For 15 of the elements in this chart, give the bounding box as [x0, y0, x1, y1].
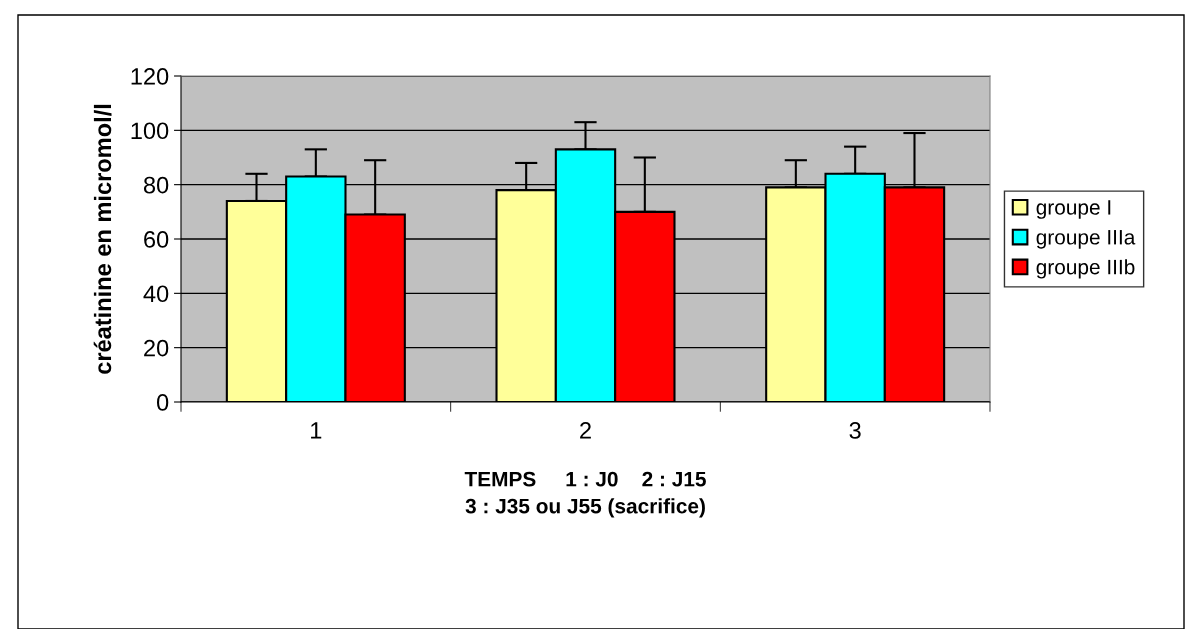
y-tick-label: 40 [143, 285, 169, 303]
legend-label: groupe I [1036, 200, 1111, 219]
y-tick-label: 0 [156, 394, 169, 411]
y-tick-label: 120 [131, 68, 169, 85]
y-tick-label: 100 [131, 122, 169, 140]
legend-label: groupe IIIb [1036, 259, 1135, 279]
y-tick-label: 80 [143, 176, 169, 194]
y-tick-label: 60 [144, 231, 169, 248]
x-tick-label: 1 [311, 422, 322, 439]
y-axis-title: créatinine en micromol/l [93, 104, 112, 374]
x-tick-label: 3 [849, 422, 861, 439]
x-axis-title: TEMPS 1 : J0 2 : J15 3 : J35 ou J55 (sacrifice) [464, 471, 706, 518]
y-tick-label: 20 [144, 339, 169, 357]
legend-label: groupe IIIa [1036, 230, 1136, 249]
x-tick-label: 2 [580, 422, 591, 439]
